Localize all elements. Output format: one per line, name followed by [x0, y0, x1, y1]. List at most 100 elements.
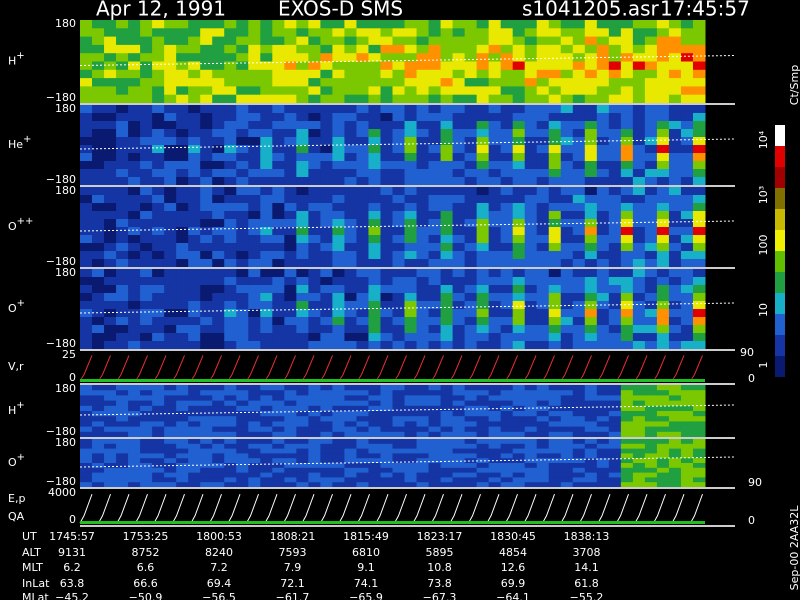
spectrogram-cell [116, 203, 129, 212]
spectrogram-cell [188, 28, 201, 38]
spectrogram-cell [500, 105, 514, 114]
spectrogram-cell [116, 416, 129, 422]
spectrogram-cell [140, 69, 153, 79]
spectrogram-cell [668, 463, 682, 469]
footer-value: −61.7 [276, 591, 310, 600]
spectrogram-cell [512, 269, 526, 278]
footer-value: 4854 [499, 546, 527, 559]
spectrogram-cell [224, 285, 237, 294]
spectrogram-cell [608, 285, 622, 294]
spectrogram-cell [116, 235, 129, 244]
spectrogram-cell [176, 94, 189, 104]
spectrogram-cell [188, 385, 201, 391]
spectrogram-cell [548, 243, 562, 252]
spectrogram-cell [644, 44, 658, 54]
spectrogram-cell [476, 443, 490, 450]
spectrogram-cell [116, 195, 129, 204]
spectrogram-cell [380, 448, 393, 454]
spectrogram-cell [296, 269, 309, 278]
spectrogram-cell [116, 53, 129, 62]
spectrogram-cell [440, 259, 454, 268]
spectrogram-cell [368, 121, 381, 130]
spectrogram-cell [560, 28, 574, 38]
spectrogram-cell [536, 36, 550, 46]
spectrogram-cell [572, 78, 586, 87]
trace [79, 456, 736, 468]
spectrogram-cell [656, 145, 670, 154]
right-tick-bottom: 0 [748, 514, 755, 527]
spectrogram-cell [368, 53, 381, 62]
spectrogram-cell [212, 411, 225, 417]
spectrogram-cell [236, 177, 249, 186]
spectrogram-cell [356, 448, 369, 454]
spectrogram-cell [536, 20, 550, 29]
spectrogram-cell [260, 78, 273, 87]
spectrogram-cell [248, 458, 261, 464]
spectrogram-cell [620, 400, 634, 407]
spectrogram-cell [560, 203, 574, 212]
tick-bottom: 0 [69, 371, 76, 384]
spectrogram-cell [80, 431, 93, 438]
spectrogram-cell [176, 416, 189, 422]
spectrogram-cell [176, 235, 189, 244]
spectrogram-cell [476, 301, 490, 310]
spectrogram-cell [224, 416, 237, 422]
spectrogram-cell [368, 325, 381, 334]
spectrogram-cell [656, 467, 670, 474]
spectrogram-cell [548, 161, 562, 170]
spectrogram-cell [476, 36, 490, 46]
spectrogram-cell [452, 121, 466, 130]
spectrogram-cell [308, 309, 321, 318]
spectrogram-cell [368, 137, 381, 146]
spectrogram-cell [188, 416, 201, 422]
spectrogram-cell [260, 86, 273, 96]
spectrogram-cell [560, 421, 574, 428]
spectrogram-cell [236, 411, 249, 417]
spectrogram-cell [296, 161, 309, 170]
spectrogram-cell [128, 169, 141, 178]
spectrogram-cell [452, 325, 466, 334]
spectrogram-cell [608, 309, 622, 318]
spectrogram-cell [92, 20, 105, 29]
spectrogram-cell [596, 44, 610, 54]
label-text: O [8, 456, 17, 469]
spectrogram-cell [608, 53, 622, 62]
spectrogram-cell [380, 405, 393, 412]
trace [79, 220, 736, 232]
spectrogram-cell [80, 439, 93, 445]
spectrogram-cell [236, 251, 249, 260]
spectrogram-cell [572, 20, 586, 29]
spectrogram-cell [344, 94, 357, 104]
spectrogram-cell [608, 44, 622, 54]
spectrogram-cell [548, 105, 562, 114]
spectrogram-cell [344, 36, 357, 46]
spectrogram-cell [128, 477, 141, 483]
spectrogram-cell [584, 259, 598, 268]
spectrogram-cell [224, 69, 237, 79]
spectrogram-cell [368, 431, 381, 438]
tick-bottom: −180 [46, 255, 76, 268]
spectrogram-cell [428, 405, 442, 412]
footer-value: 12.6 [501, 561, 526, 574]
spectrogram-cell [260, 203, 273, 212]
spectrogram-cell [560, 416, 574, 422]
spectrogram-cell [524, 458, 538, 464]
spectrogram-cell [536, 169, 550, 178]
spectrogram-cell [500, 443, 514, 450]
spectrogram-cell [572, 482, 586, 488]
spectrogram-cell [656, 20, 670, 29]
spectrogram-cell [500, 203, 514, 212]
spectrogram-cell [572, 463, 586, 469]
spectrogram-cell [476, 395, 490, 402]
spectrogram-cell [248, 121, 261, 130]
spectrogram-cell [632, 385, 646, 391]
spectrogram-cell [512, 317, 526, 326]
spectrogram-cell [512, 277, 526, 286]
spectrogram-cell [200, 94, 213, 104]
spectrogram-cell [560, 431, 574, 438]
spectrogram-cell [596, 53, 610, 62]
spectrogram-cell [632, 145, 646, 154]
spectrogram-cell [404, 309, 418, 318]
spectrogram-cell [680, 251, 694, 260]
spectrogram-cell [320, 421, 333, 428]
